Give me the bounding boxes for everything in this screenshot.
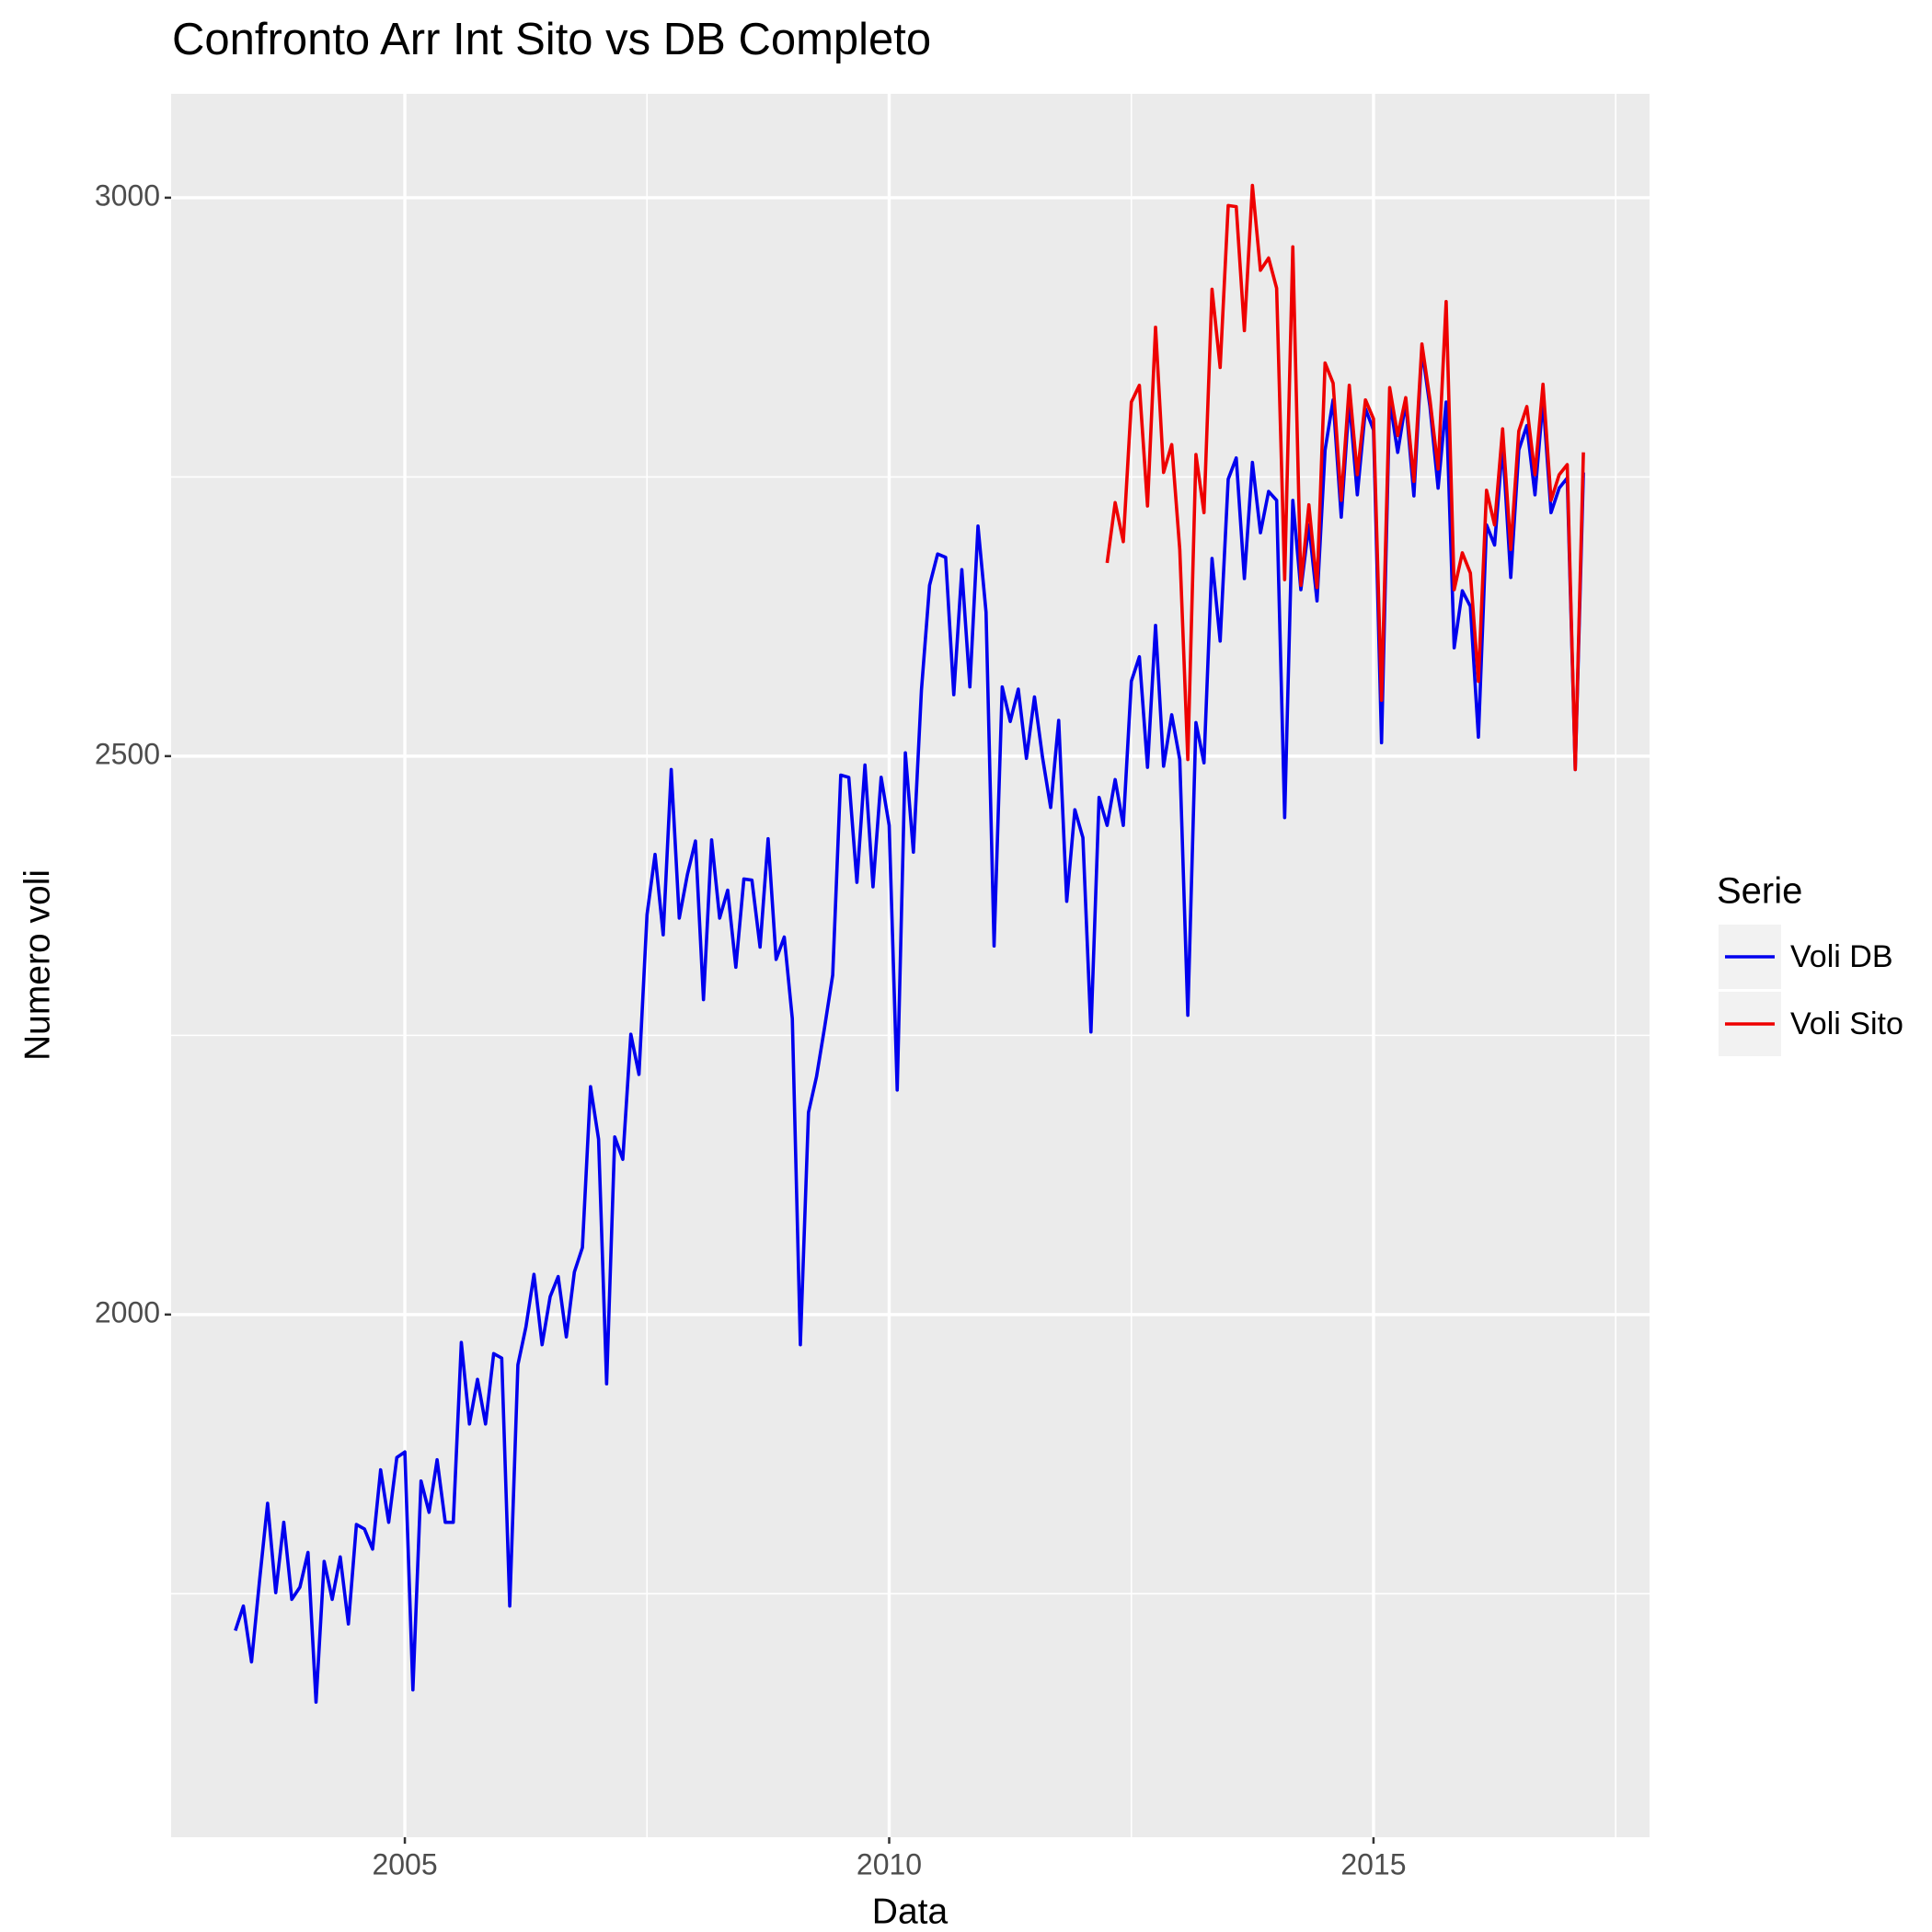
lines bbox=[234, 183, 1585, 1704]
x-tick-label: 2010 bbox=[857, 1847, 922, 1880]
y-tick-label: 2000 bbox=[95, 1295, 160, 1328]
legend-title: Serie bbox=[1717, 871, 1802, 912]
chart-title: Confronto Arr Int Sito vs DB Completo bbox=[172, 15, 931, 64]
legend-label: Voli Sito bbox=[1790, 1006, 1903, 1041]
legend: Serie Voli DB Voli Sito bbox=[1717, 871, 1903, 1056]
x-tick-label: 2005 bbox=[372, 1847, 437, 1880]
legend-label: Voli DB bbox=[1790, 939, 1893, 974]
plot-panel bbox=[171, 94, 1650, 1837]
x-tick-label: 2015 bbox=[1340, 1847, 1406, 1880]
y-tick-label: 2500 bbox=[95, 737, 160, 770]
x-axis-title: Data bbox=[872, 1892, 949, 1931]
series-line bbox=[1105, 183, 1585, 772]
grid: 2000 2500 3000 2005 2010 2015 bbox=[95, 94, 1650, 1880]
series-line bbox=[234, 348, 1585, 1704]
y-tick-label: 3000 bbox=[95, 178, 160, 212]
y-axis-title: Numero voli bbox=[17, 869, 57, 1061]
